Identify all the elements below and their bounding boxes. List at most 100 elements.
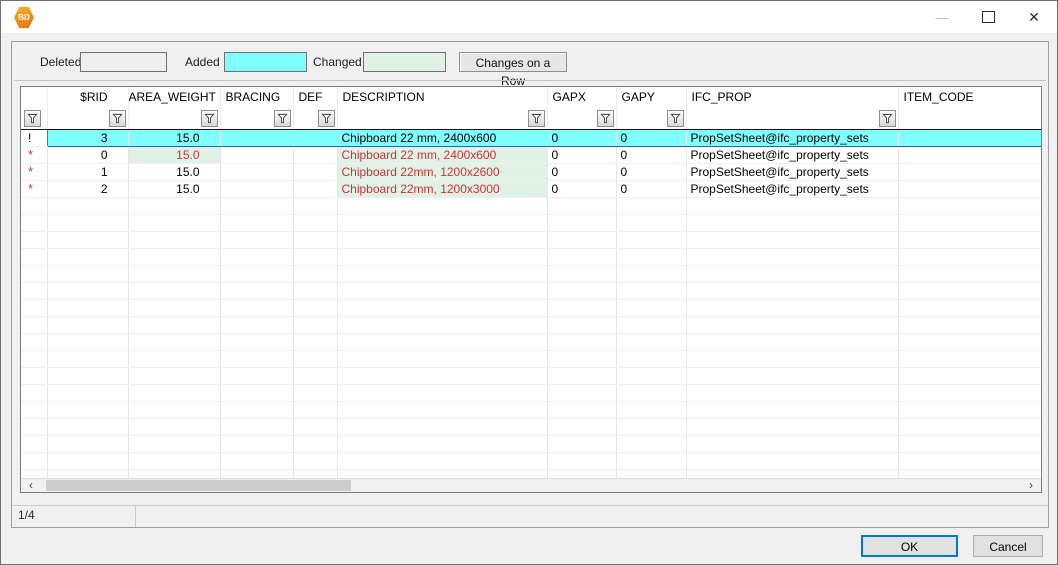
changed-label: Changed bbox=[313, 55, 362, 69]
filter-button[interactable] bbox=[200, 110, 218, 127]
empty-grid-row bbox=[21, 418, 1041, 436]
scroll-left-icon[interactable]: ‹ bbox=[29, 478, 33, 492]
funnel-icon bbox=[599, 113, 611, 124]
cell-ifc-prop[interactable]: PropSetSheet@ifc_property_sets bbox=[686, 180, 899, 198]
empty-grid-row bbox=[21, 333, 1041, 351]
column-header-gapy[interactable]: GAPY bbox=[616, 87, 687, 109]
cell-gapx[interactable]: 0 bbox=[547, 180, 617, 198]
cell-description[interactable]: Chipboard 22mm, 1200x3000 bbox=[337, 180, 548, 198]
empty-grid-row bbox=[21, 316, 1041, 334]
cell-gapy[interactable]: 0 bbox=[616, 180, 687, 198]
filter-button[interactable] bbox=[596, 110, 614, 127]
cell-def[interactable] bbox=[293, 129, 338, 147]
cell-def[interactable] bbox=[293, 180, 338, 198]
grid-row-added-selected[interactable]: ! 3 15.0 Chipboard 22 mm, 2400x600 0 0 P… bbox=[21, 129, 1041, 147]
cell-item-code[interactable] bbox=[898, 163, 1041, 181]
column-header-item-code[interactable]: ITEM_CODE bbox=[898, 87, 1041, 109]
cell-item-code[interactable] bbox=[898, 146, 1041, 164]
cell-item-code[interactable] bbox=[898, 180, 1041, 198]
filter-button[interactable] bbox=[273, 110, 291, 127]
cancel-button[interactable]: Cancel bbox=[973, 535, 1043, 557]
cell-gapx[interactable]: 0 bbox=[547, 163, 617, 181]
funnel-icon bbox=[881, 113, 893, 124]
cell-bracing[interactable] bbox=[220, 146, 294, 164]
cell-def[interactable] bbox=[293, 163, 338, 181]
column-header-ifc-prop[interactable]: IFC_PROP bbox=[686, 87, 899, 109]
cell-bracing[interactable] bbox=[220, 129, 294, 147]
column-header-area-weight[interactable]: AREA_WEIGHT bbox=[128, 87, 221, 109]
cell-description[interactable]: Chipboard 22 mm, 2400x600 bbox=[337, 129, 548, 147]
grid-row-changed[interactable]: * 1 15.0 Chipboard 22mm, 1200x2600 0 0 P… bbox=[21, 163, 1041, 181]
statusbar-divider bbox=[135, 506, 136, 527]
cell-item-code[interactable] bbox=[898, 129, 1041, 147]
cell-gapx[interactable]: 0 bbox=[547, 129, 617, 147]
cell-rid[interactable]: 3 bbox=[46, 129, 129, 147]
cell-ifc-prop[interactable]: PropSetSheet@ifc_property_sets bbox=[686, 146, 899, 164]
scroll-right-icon[interactable]: › bbox=[1029, 478, 1033, 492]
cell-gapy[interactable]: 0 bbox=[616, 146, 687, 164]
grid-row-changed[interactable]: * 2 15.0 Chipboard 22mm, 1200x3000 0 0 P… bbox=[21, 180, 1041, 198]
cell-gapy[interactable]: 0 bbox=[616, 129, 687, 147]
filter-button[interactable] bbox=[108, 110, 126, 127]
filter-button[interactable] bbox=[24, 110, 41, 127]
column-header-def[interactable]: DEF bbox=[293, 87, 338, 109]
empty-grid-row bbox=[21, 282, 1041, 300]
empty-grid-row bbox=[21, 452, 1041, 470]
cell-rid[interactable]: 0 bbox=[47, 146, 129, 164]
row-indicator: * bbox=[21, 146, 48, 164]
minimize-icon[interactable]: — bbox=[935, 9, 949, 25]
cell-ifc-prop[interactable]: PropSetSheet@ifc_property_sets bbox=[686, 163, 899, 181]
maximize-square-icon bbox=[981, 11, 995, 23]
cell-bracing[interactable] bbox=[220, 163, 294, 181]
cell-rid[interactable]: 1 bbox=[47, 163, 129, 181]
close-icon[interactable]: ✕ bbox=[1028, 8, 1040, 25]
cell-rid[interactable]: 2 bbox=[47, 180, 129, 198]
column-header-description[interactable]: DESCRIPTION bbox=[337, 87, 548, 109]
deleted-color-swatch bbox=[80, 52, 167, 72]
filter-button[interactable] bbox=[878, 110, 896, 127]
cell-def[interactable] bbox=[293, 146, 338, 164]
filter-button[interactable] bbox=[527, 110, 545, 127]
row-position-indicator: 1/4 bbox=[18, 508, 35, 522]
cell-area-weight[interactable]: 15.0 bbox=[128, 129, 221, 147]
row-indicator: ! bbox=[21, 129, 48, 147]
empty-grid-row bbox=[21, 214, 1041, 232]
added-label: Added bbox=[185, 55, 220, 69]
cell-description[interactable]: Chipboard 22mm, 1200x2600 bbox=[337, 163, 548, 181]
statusbar: 1/4 bbox=[12, 505, 1048, 527]
cell-area-weight[interactable]: 15.0 bbox=[128, 180, 221, 198]
changes-on-a-row-button[interactable]: Changes on a Row bbox=[459, 52, 567, 88]
funnel-icon bbox=[203, 113, 215, 124]
row-indicator: * bbox=[21, 163, 48, 181]
cell-description[interactable]: Chipboard 22 mm, 2400x600 bbox=[337, 146, 548, 164]
cell-bracing[interactable] bbox=[220, 180, 294, 198]
funnel-icon bbox=[27, 113, 38, 124]
empty-grid-row bbox=[21, 384, 1041, 402]
grid-table: $RID AREA_WEIGHT BRACING DEF DESCRIPTION… bbox=[21, 87, 1041, 478]
cell-gapy[interactable]: 0 bbox=[616, 163, 687, 181]
empty-grid-row bbox=[21, 367, 1041, 385]
grid-body: $RID AREA_WEIGHT BRACING DEF DESCRIPTION… bbox=[21, 87, 1041, 478]
empty-grid-row bbox=[21, 248, 1041, 266]
cell-gapx[interactable]: 0 bbox=[547, 146, 617, 164]
data-grid: $RID AREA_WEIGHT BRACING DEF DESCRIPTION… bbox=[20, 86, 1042, 493]
column-header-indicator[interactable] bbox=[21, 87, 48, 109]
cell-area-weight[interactable]: 15.0 bbox=[128, 163, 221, 181]
filter-button[interactable] bbox=[666, 110, 684, 127]
maximize-icon[interactable] bbox=[975, 5, 1001, 29]
empty-grid-row bbox=[21, 231, 1041, 249]
ok-button[interactable]: OK bbox=[861, 535, 958, 557]
cell-area-weight[interactable]: 15.0 bbox=[128, 146, 221, 164]
column-header-rid[interactable]: $RID bbox=[47, 87, 129, 109]
empty-grid-row bbox=[21, 401, 1041, 419]
column-header-gapx[interactable]: GAPX bbox=[547, 87, 617, 109]
column-header-bracing[interactable]: BRACING bbox=[220, 87, 294, 109]
cell-ifc-prop[interactable]: PropSetSheet@ifc_property_sets bbox=[686, 129, 899, 147]
app-hexagon-icon: BD bbox=[14, 7, 34, 28]
grid-row-changed[interactable]: * 0 15.0 Chipboard 22 mm, 2400x600 0 0 P… bbox=[21, 146, 1041, 164]
horizontal-scrollbar[interactable]: ‹ › bbox=[21, 478, 1041, 492]
scrollbar-thumb[interactable] bbox=[46, 480, 351, 491]
empty-grid-row bbox=[21, 469, 1041, 478]
deleted-label: Deleted bbox=[40, 55, 82, 69]
filter-button[interactable] bbox=[317, 110, 335, 127]
